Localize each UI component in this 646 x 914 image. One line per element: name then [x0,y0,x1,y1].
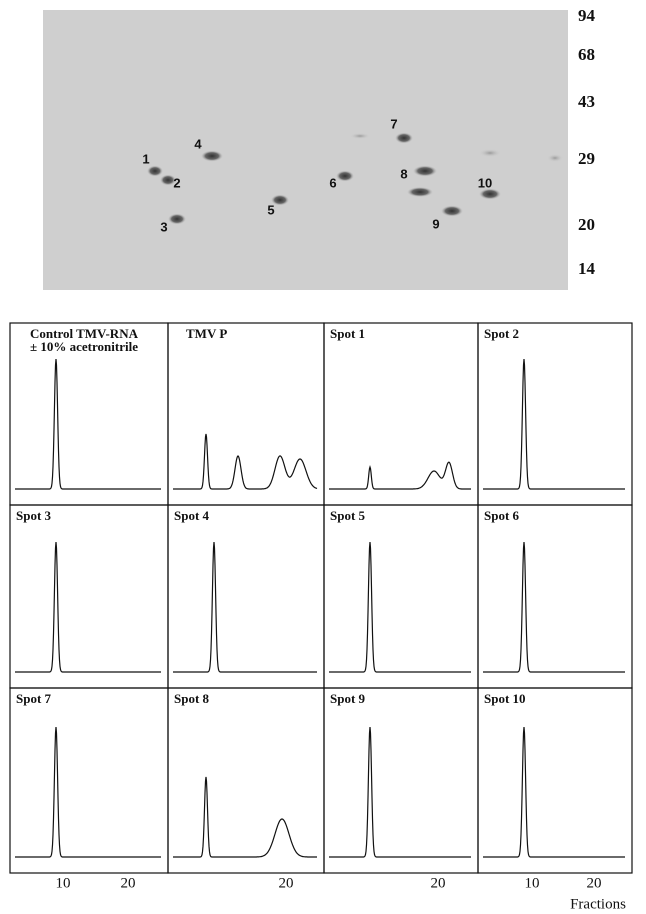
gel-spot [147,166,163,177]
spot-label: 2 [173,175,180,190]
marker-label: 43 [578,92,595,111]
trace [329,462,471,489]
gel-spot [168,214,186,225]
panel-title: Spot 1 [330,326,365,341]
trace [15,542,161,672]
panel-frame [168,323,324,505]
panel-frame [478,688,632,873]
page: 12345678910 Control TMV-RNA± 10% acetron… [0,0,646,914]
spot-label: 6 [329,175,336,190]
trace [483,542,625,672]
trace [15,727,161,857]
spot-label: 1 [142,151,149,166]
x-tick-label: 20 [279,875,294,891]
panel-frame [168,688,324,873]
trace [329,727,471,857]
marker-label: 94 [578,6,596,25]
gel-spot [336,171,354,182]
panel-title: Spot 2 [484,326,519,341]
figure: 12345678910 Control TMV-RNA± 10% acetron… [0,0,646,914]
spot-label: 9 [432,216,439,231]
panel-title: Spot 9 [330,691,366,706]
panel-title: Spot 10 [484,691,526,706]
trace [483,359,625,489]
trace [15,359,161,489]
trace [173,542,317,672]
panel-title: ± 10% acetronitrile [30,339,138,354]
spot-label: 7 [390,116,397,131]
spot-label: 4 [194,136,202,151]
panel-title: Spot 4 [174,508,210,523]
panel-frame [324,323,478,505]
marker-label: 14 [578,259,596,278]
marker-label: 68 [578,45,595,64]
trace [483,727,625,857]
marker-label: 29 [578,149,595,168]
trace [173,434,317,489]
panel-frame [324,505,478,688]
trace [173,777,317,857]
panel-frame [10,688,168,873]
x-tick-label: 10 [525,875,540,891]
spot-label: 10 [478,175,492,190]
panel-title: Spot 6 [484,508,520,523]
x-tick-label: 20 [431,875,446,891]
panel-title: TMV P [186,326,227,341]
gel-spot [395,133,413,144]
panel-title: Spot 8 [174,691,210,706]
gel-spot [413,166,437,177]
panel-frame [478,505,632,688]
x-tick-label: 20 [587,875,602,891]
panel-title: Spot 5 [330,508,366,523]
panel-title: Spot 7 [16,691,52,706]
x-tick-label: 10 [56,875,71,891]
marker-label: 20 [578,215,595,234]
spot-label: 5 [267,202,274,217]
panel-frame [168,505,324,688]
x-tick-label: 20 [121,875,136,891]
panel-frame [324,688,478,873]
panel-frame [478,323,632,505]
spot-label: 3 [160,219,167,234]
panel-title: Spot 3 [16,508,52,523]
x-axis-label: Fractions [570,896,626,912]
panel-frame [10,505,168,688]
gel-spot [441,206,463,217]
spot-label: 8 [400,166,407,181]
gel-spot [201,151,223,162]
trace [329,542,471,672]
